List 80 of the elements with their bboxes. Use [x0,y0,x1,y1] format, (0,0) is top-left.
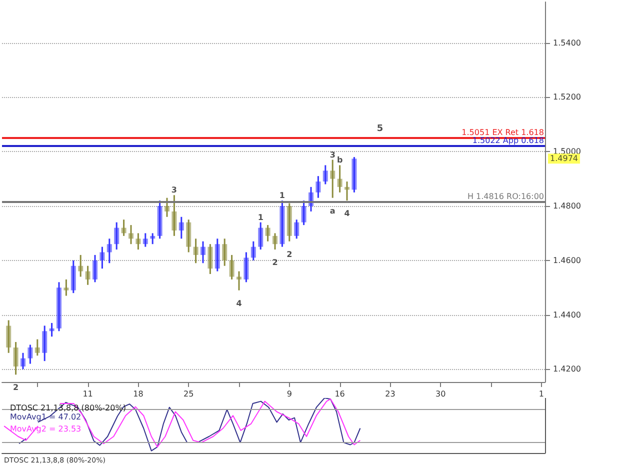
candlestick [114,222,120,250]
text: DTOSC 21,13,8,8 (80%-20%) [10,404,126,412]
candlestick [222,238,228,267]
candlestick [200,240,206,264]
x-tick-label: 25 [184,390,194,398]
ref-line-label: H 1.4816 RO:16:00 [467,192,544,202]
candlestick [214,238,220,272]
candlestick [56,281,62,332]
x-tick-label: 16 [334,390,345,398]
annotation: 2 [13,383,19,392]
ref-line-label: 1.5022 App 0.618 [472,136,544,146]
candlestick [193,238,198,264]
text: 1.4974 [550,154,578,164]
annotation: 4 [344,209,350,218]
candlestick [28,344,33,365]
annotation: 1 [258,212,264,222]
candlestick [330,159,336,199]
candlestick [337,164,342,194]
candlestick [92,254,98,283]
y-tick-label: 1.5200 [553,92,581,102]
candlestick [250,240,256,262]
candlestick [352,156,357,194]
annotation: 3 [330,150,336,160]
annotation: 1 [279,191,286,200]
x-tick-label: 30 [436,390,446,398]
candlestick [150,232,156,245]
candlestick [178,216,184,240]
candlestick [236,270,242,292]
annotation: 2 [286,250,292,259]
candlestick [280,200,285,248]
annotation: 2 [272,258,278,268]
candlestick [128,224,134,245]
candlestick [301,200,306,226]
candlestick [49,322,54,338]
annotation: 5 [376,124,384,134]
candlestick [294,218,300,240]
candlestick [172,194,177,237]
candlestick [164,197,170,218]
annotation: b [336,156,343,165]
x-tick-label: 23 [385,390,396,398]
y-tick-label: 1.4400 [553,310,581,320]
candlestick [258,222,264,250]
candlestick [322,164,328,185]
candlestick [344,180,350,202]
x-tick-label: 1 [538,390,544,398]
candlestick [265,224,270,242]
candlestick [272,232,278,250]
candlestick [136,232,141,250]
candlestick [20,352,26,370]
candlestick [316,175,321,199]
candlestick [142,232,148,248]
y-tick-label: 1.4200 [553,364,581,374]
annotation: 4 [236,298,242,308]
x-tick-label: 11 [82,390,93,398]
y-tick-label: 1.5400 [553,38,581,48]
y-tick-label: 1.4800 [553,202,581,211]
candlestick [85,265,90,286]
candlestick [64,278,69,297]
y-tick-label: 1.4600 [553,256,581,265]
x-tick-label: 9 [286,390,292,398]
candlestick [6,320,12,354]
candlestick [121,218,126,237]
candlestick [100,246,105,270]
candlestick [286,202,292,242]
series-label: MovAvg1 = 47.02 [10,412,82,422]
ref-line-label: 1.5051 EX Ret 1.618 [462,128,544,138]
candlestick [208,243,213,275]
candlestick [106,238,112,264]
candlestick [13,341,18,376]
candlestick [78,254,84,278]
candlestick [42,324,48,362]
annotation: a [330,206,336,216]
x-tick-label: 18 [133,390,144,398]
candlestick [186,218,192,253]
annotation: 3 [171,186,177,195]
candlestick [229,254,234,280]
candlestick [244,252,249,283]
candlestick [157,200,162,240]
candlestick [34,338,40,356]
candlestick [70,260,76,294]
